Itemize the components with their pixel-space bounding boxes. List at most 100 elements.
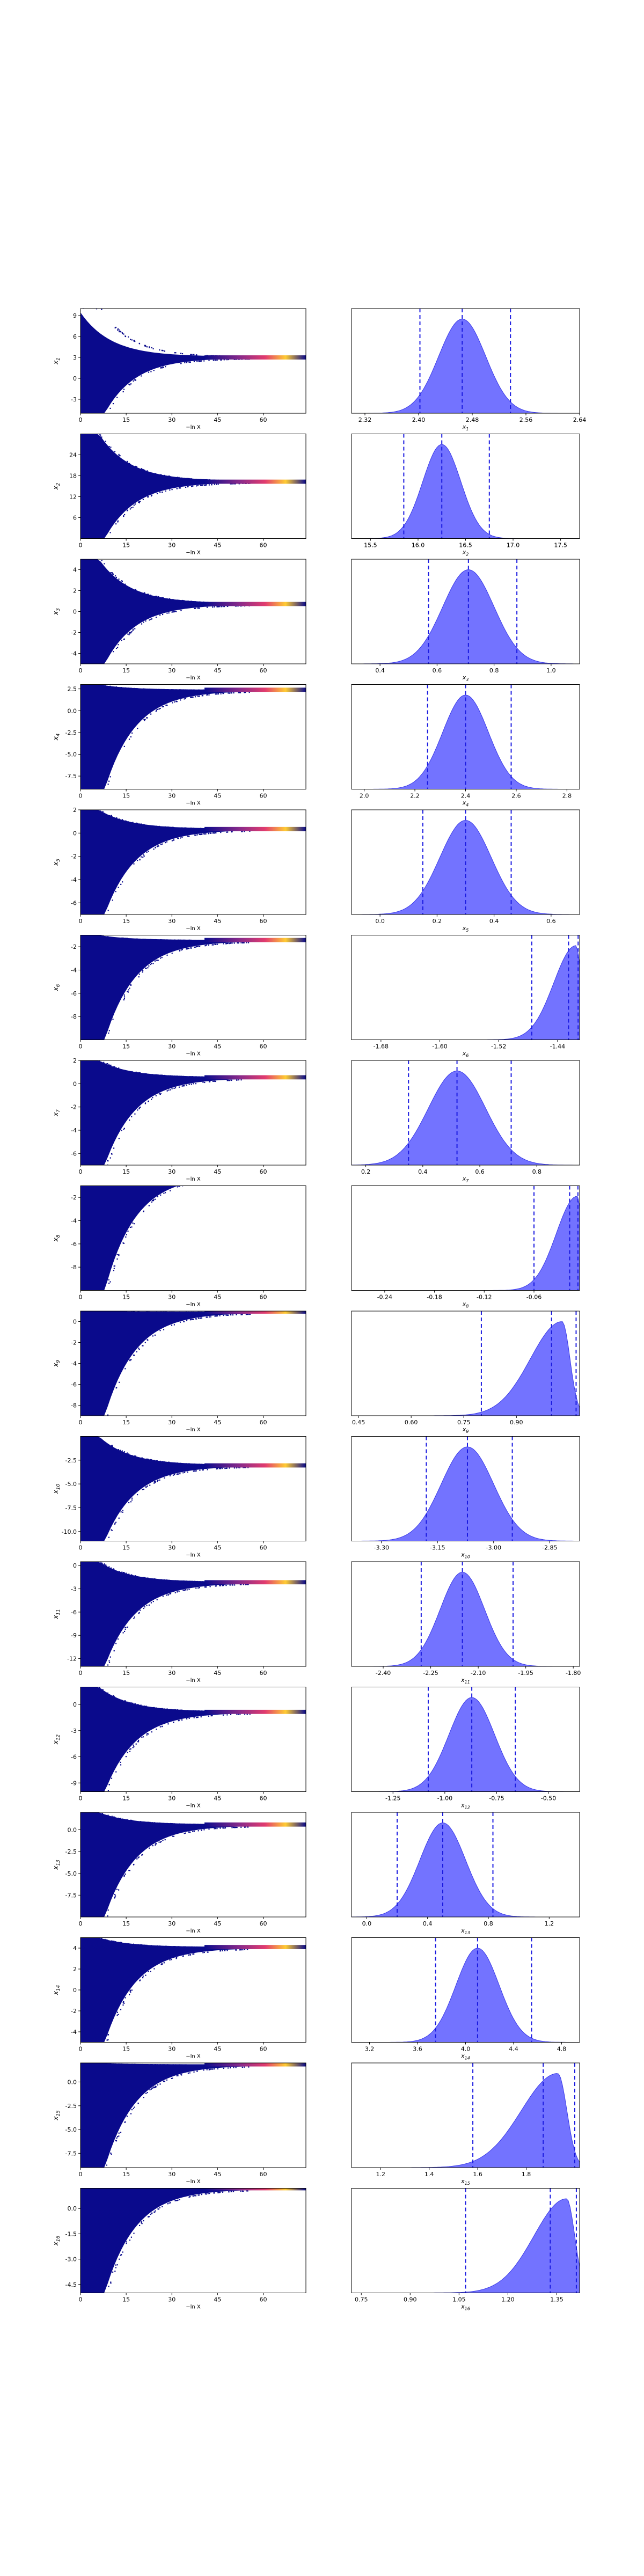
trace-point bbox=[113, 1265, 115, 1267]
trace-point bbox=[129, 632, 131, 633]
trace-ytick-label: -7.5 bbox=[65, 2150, 77, 2157]
trace-point bbox=[84, 1436, 86, 1438]
posterior-xtick-label: 16.5 bbox=[459, 542, 472, 549]
trace-ytick-label: -8 bbox=[71, 1402, 77, 1409]
posterior-xlabel: x7 bbox=[462, 1175, 470, 1183]
trace-point bbox=[164, 1074, 166, 1077]
trace-point bbox=[95, 1685, 96, 1686]
trace-point bbox=[172, 702, 173, 704]
trace-point bbox=[96, 918, 97, 919]
trace-point bbox=[162, 1461, 163, 1462]
trace-point bbox=[235, 1949, 237, 1951]
trace-point bbox=[190, 828, 192, 829]
trace-point bbox=[211, 484, 213, 486]
trace-point bbox=[126, 2241, 127, 2243]
trace-point bbox=[214, 360, 216, 361]
posterior-xtick-label: 0.45 bbox=[352, 1419, 365, 1426]
trace-point bbox=[103, 1794, 104, 1795]
trace-point bbox=[84, 684, 85, 686]
trace-point bbox=[101, 416, 103, 418]
trace-point bbox=[142, 1944, 144, 1946]
trace-point bbox=[240, 1177, 241, 1178]
trace-point bbox=[181, 949, 183, 950]
trace-point bbox=[160, 1964, 162, 1965]
trace-point bbox=[119, 2258, 120, 2260]
trace-point bbox=[222, 606, 224, 608]
trace-point bbox=[106, 2039, 108, 2041]
trace-point bbox=[201, 1829, 202, 1831]
trace-point bbox=[91, 1418, 92, 1419]
trace-point bbox=[147, 470, 148, 472]
trace-point bbox=[186, 1320, 188, 1321]
trace-point bbox=[129, 463, 130, 464]
trace-point bbox=[136, 688, 138, 690]
trace-point bbox=[91, 1311, 92, 1313]
trace-point bbox=[130, 1989, 131, 1991]
trace-ytick-label: -9 bbox=[71, 1780, 77, 1787]
trace-ytick-label: 0 bbox=[73, 1080, 77, 1087]
posterior-xtick-label: 2.6 bbox=[511, 793, 521, 800]
trace-point bbox=[248, 691, 250, 693]
trace-point bbox=[175, 689, 177, 691]
trace-point bbox=[148, 371, 150, 373]
trace-point bbox=[228, 1080, 230, 1081]
trace-ytick-label: -6 bbox=[71, 990, 77, 997]
trace-point bbox=[90, 921, 91, 922]
trace-ytick-label: -7.5 bbox=[65, 1892, 77, 1899]
trace-ytick-label: -5.0 bbox=[65, 1481, 77, 1488]
trace-point bbox=[130, 383, 132, 385]
trace-point bbox=[96, 1544, 97, 1545]
trace-ytick-label: -3 bbox=[71, 1586, 77, 1593]
trace-ytick-label: -7.5 bbox=[65, 773, 77, 780]
trace-point bbox=[231, 1827, 233, 1828]
trace-point bbox=[92, 1937, 94, 1939]
trace-point bbox=[196, 834, 198, 836]
trace-point bbox=[192, 1076, 193, 1078]
trace-point bbox=[147, 1733, 148, 1735]
trace-xtick-label: 15 bbox=[122, 542, 130, 549]
trace-xtick-label: 0 bbox=[79, 542, 83, 549]
trace-point bbox=[128, 687, 130, 689]
trace-point bbox=[195, 479, 197, 480]
trace-point bbox=[164, 1708, 165, 1710]
trace-point bbox=[107, 936, 109, 938]
trace-point bbox=[188, 1954, 189, 1956]
trace-point bbox=[136, 1858, 138, 1860]
trace-point bbox=[138, 1856, 140, 1858]
posterior-xtick-label: -1.68 bbox=[374, 1043, 389, 1050]
trace-point bbox=[146, 717, 148, 719]
trace-point bbox=[211, 1175, 213, 1176]
trace-point bbox=[84, 668, 85, 669]
trace-point bbox=[122, 1510, 123, 1511]
trace-point bbox=[139, 859, 141, 861]
trace-xtick-label: 30 bbox=[168, 793, 175, 800]
trace-point bbox=[99, 1045, 100, 1046]
trace-point bbox=[123, 1572, 125, 1574]
trace-point bbox=[191, 478, 193, 480]
trace-point bbox=[120, 2254, 122, 2256]
trace-point bbox=[171, 1959, 172, 1960]
trace-point bbox=[194, 1946, 195, 1948]
trace-point bbox=[99, 1417, 100, 1418]
trace-point bbox=[109, 1157, 111, 1159]
trace-point bbox=[171, 2077, 172, 2079]
trace-point bbox=[110, 447, 112, 448]
trace-point bbox=[92, 1187, 94, 1188]
trace-point bbox=[109, 815, 111, 817]
trace-point bbox=[94, 664, 96, 665]
trace-point bbox=[84, 1922, 85, 1923]
trace-point bbox=[141, 2223, 143, 2224]
trace-point bbox=[248, 2066, 250, 2068]
posterior-frame bbox=[351, 1687, 580, 1792]
trace-envelope bbox=[80, 312, 283, 413]
trace-point bbox=[151, 1459, 152, 1461]
trace-xtick-label: 30 bbox=[168, 1168, 175, 1175]
trace-point bbox=[196, 361, 198, 362]
trace-point bbox=[174, 1087, 177, 1089]
trace-point bbox=[242, 1177, 243, 1178]
trace-scatter bbox=[80, 810, 306, 922]
trace-envelope bbox=[80, 559, 283, 664]
trace-point bbox=[160, 957, 162, 959]
trace-point bbox=[225, 1314, 227, 1316]
trace-point bbox=[245, 1584, 246, 1585]
